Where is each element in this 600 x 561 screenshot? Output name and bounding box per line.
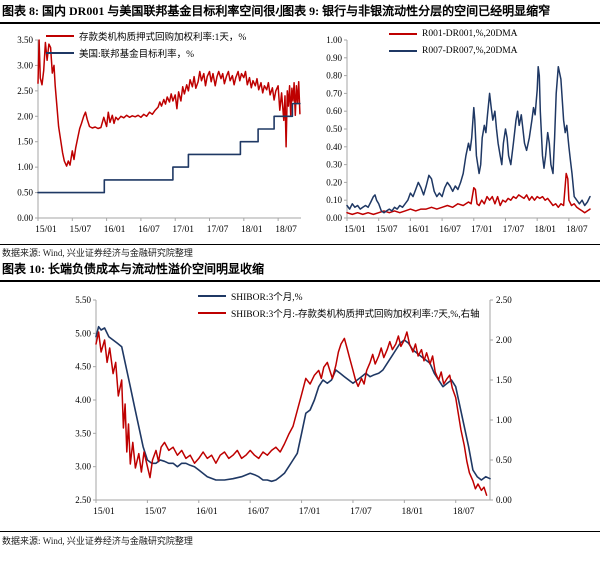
series-label: SHIBOR:3个月,% — [231, 292, 303, 303]
svg-text:16/01: 16/01 — [408, 225, 430, 235]
svg-text:4.50: 4.50 — [75, 362, 91, 372]
svg-text:0.10: 0.10 — [326, 195, 342, 205]
figure8-legend: 存款类机构质押式回购加权利率:1天，% 美国:联邦基金目标利率，% — [46, 27, 246, 61]
figure8-chart: 存款类机构质押式回购加权利率:1天，% 美国:联邦基金目标利率，% 0.00 0.… — [0, 24, 313, 242]
svg-text:15/01: 15/01 — [93, 507, 115, 517]
svg-text:0.80: 0.80 — [326, 71, 342, 81]
svg-text:15/07: 15/07 — [69, 225, 91, 235]
svg-text:0.50: 0.50 — [496, 455, 512, 465]
svg-text:1.00: 1.00 — [17, 162, 33, 172]
svg-text:16/07: 16/07 — [439, 225, 461, 235]
svg-text:16/01: 16/01 — [104, 225, 126, 235]
svg-text:2.50: 2.50 — [75, 495, 91, 505]
svg-text:17/07: 17/07 — [207, 225, 229, 235]
series-label: 美国:联邦基金目标利率，% — [79, 49, 195, 60]
svg-text:18/01: 18/01 — [534, 225, 556, 235]
legend-item: SHIBOR:3个月,% — [198, 287, 480, 304]
svg-text:3.50: 3.50 — [17, 35, 33, 45]
svg-text:18/07: 18/07 — [453, 507, 475, 517]
svg-text:2.50: 2.50 — [496, 295, 512, 305]
legend-item: R001-DR001,%,20DMA — [389, 25, 518, 42]
svg-text:2.50: 2.50 — [17, 86, 33, 96]
legend-item: 美国:联邦基金目标利率，% — [46, 44, 246, 61]
svg-text:0.00: 0.00 — [496, 495, 512, 505]
svg-text:16/01: 16/01 — [196, 507, 218, 517]
legend-item: 存款类机构质押式回购加权利率:1天，% — [46, 27, 246, 44]
series-swatch-navy — [389, 49, 417, 52]
legend-item: R007-DR007,%,20DMA — [389, 42, 518, 59]
svg-text:1.50: 1.50 — [17, 137, 33, 147]
svg-text:15/01: 15/01 — [35, 225, 57, 235]
svg-text:4.00: 4.00 — [75, 395, 91, 405]
svg-text:0.00: 0.00 — [326, 213, 342, 223]
svg-text:0.00: 0.00 — [17, 213, 33, 223]
svg-text:17/01: 17/01 — [299, 507, 321, 517]
svg-text:0.50: 0.50 — [17, 188, 33, 198]
series-swatch-red — [198, 311, 226, 314]
figure9-legend: R001-DR001,%,20DMA R007-DR007,%,20DMA — [389, 25, 518, 59]
svg-text:5.00: 5.00 — [75, 328, 91, 338]
series-label: R007-DR007,%,20DMA — [422, 45, 518, 56]
svg-text:18/07: 18/07 — [275, 225, 297, 235]
figure9-title: 图表 9: 银行与非银流动性分层的空间已经明显缩窄 — [282, 4, 551, 18]
svg-text:17/01: 17/01 — [172, 225, 194, 235]
figure-titles-row: 图表 8: 国内 DR001 与美国联邦基金目标利率空间很小 图表 9: 银行与… — [0, 0, 600, 24]
svg-text:17/07: 17/07 — [503, 225, 525, 235]
svg-text:18/07: 18/07 — [566, 225, 588, 235]
svg-text:15/01: 15/01 — [344, 225, 366, 235]
figure10-legend: SHIBOR:3个月,% SHIBOR:3个月:-存款类机构质押式回购加权利率:… — [198, 287, 480, 321]
svg-text:0.40: 0.40 — [326, 142, 342, 152]
svg-text:3.00: 3.00 — [17, 60, 33, 70]
series-swatch-navy — [198, 294, 226, 297]
legend-item: SHIBOR:3个月:-存款类机构质押式回购加权利率:7天,%,右轴 — [198, 304, 480, 321]
svg-text:16/07: 16/07 — [247, 507, 269, 517]
svg-text:18/01: 18/01 — [402, 507, 424, 517]
bottom-chart-row: SHIBOR:3个月,% SHIBOR:3个月:-存款类机构质押式回购加权利率:… — [0, 282, 600, 532]
figure10-chart: SHIBOR:3个月,% SHIBOR:3个月:-存款类机构质押式回购加权利率:… — [52, 286, 532, 530]
series-swatch-red — [389, 32, 417, 35]
series-swatch-red — [46, 34, 74, 37]
svg-text:17/07: 17/07 — [350, 507, 372, 517]
figure9-chart: R001-DR001,%,20DMA R007-DR007,%,20DMA 0.… — [313, 24, 600, 242]
svg-text:2.00: 2.00 — [496, 335, 512, 345]
svg-text:1.00: 1.00 — [496, 415, 512, 425]
svg-text:16/07: 16/07 — [138, 225, 160, 235]
source-note-bottom: 数据来源: Wind, 兴业证券经济与金融研究院整理 — [2, 536, 193, 546]
source-note-top: 数据来源: Wind, 兴业证券经济与金融研究院整理 — [2, 248, 193, 258]
series-swatch-navy — [46, 51, 74, 54]
series-label: 存款类机构质押式回购加权利率:1天，% — [79, 32, 247, 43]
svg-text:0.60: 0.60 — [326, 106, 342, 116]
svg-text:3.00: 3.00 — [75, 462, 91, 472]
svg-text:15/07: 15/07 — [145, 507, 167, 517]
svg-text:18/01: 18/01 — [241, 225, 263, 235]
svg-text:0.20: 0.20 — [326, 177, 342, 187]
svg-text:5.50: 5.50 — [75, 295, 91, 305]
svg-text:1.50: 1.50 — [496, 375, 512, 385]
svg-text:1.00: 1.00 — [326, 35, 342, 45]
svg-text:0.50: 0.50 — [326, 124, 342, 134]
svg-text:17/01: 17/01 — [471, 225, 493, 235]
figure10-title: 图表 10: 长端负债成本与流动性溢价空间明显收缩 — [2, 262, 264, 276]
svg-text:15/07: 15/07 — [376, 225, 398, 235]
figure10-title-row: 图表 10: 长端负债成本与流动性溢价空间明显收缩 — [0, 260, 600, 282]
svg-text:0.70: 0.70 — [326, 88, 342, 98]
figure8-title: 图表 8: 国内 DR001 与美国联邦基金目标利率空间很小 — [2, 4, 283, 18]
top-charts-row: 存款类机构质押式回购加权利率:1天，% 美国:联邦基金目标利率，% 0.00 0.… — [0, 24, 600, 245]
series-label: SHIBOR:3个月:-存款类机构质押式回购加权利率:7天,%,右轴 — [231, 309, 480, 320]
svg-text:0.30: 0.30 — [326, 160, 342, 170]
series-label: R001-DR001,%,20DMA — [422, 28, 518, 39]
svg-text:3.50: 3.50 — [75, 428, 91, 438]
svg-text:0.90: 0.90 — [326, 53, 342, 63]
svg-text:2.00: 2.00 — [17, 111, 33, 121]
